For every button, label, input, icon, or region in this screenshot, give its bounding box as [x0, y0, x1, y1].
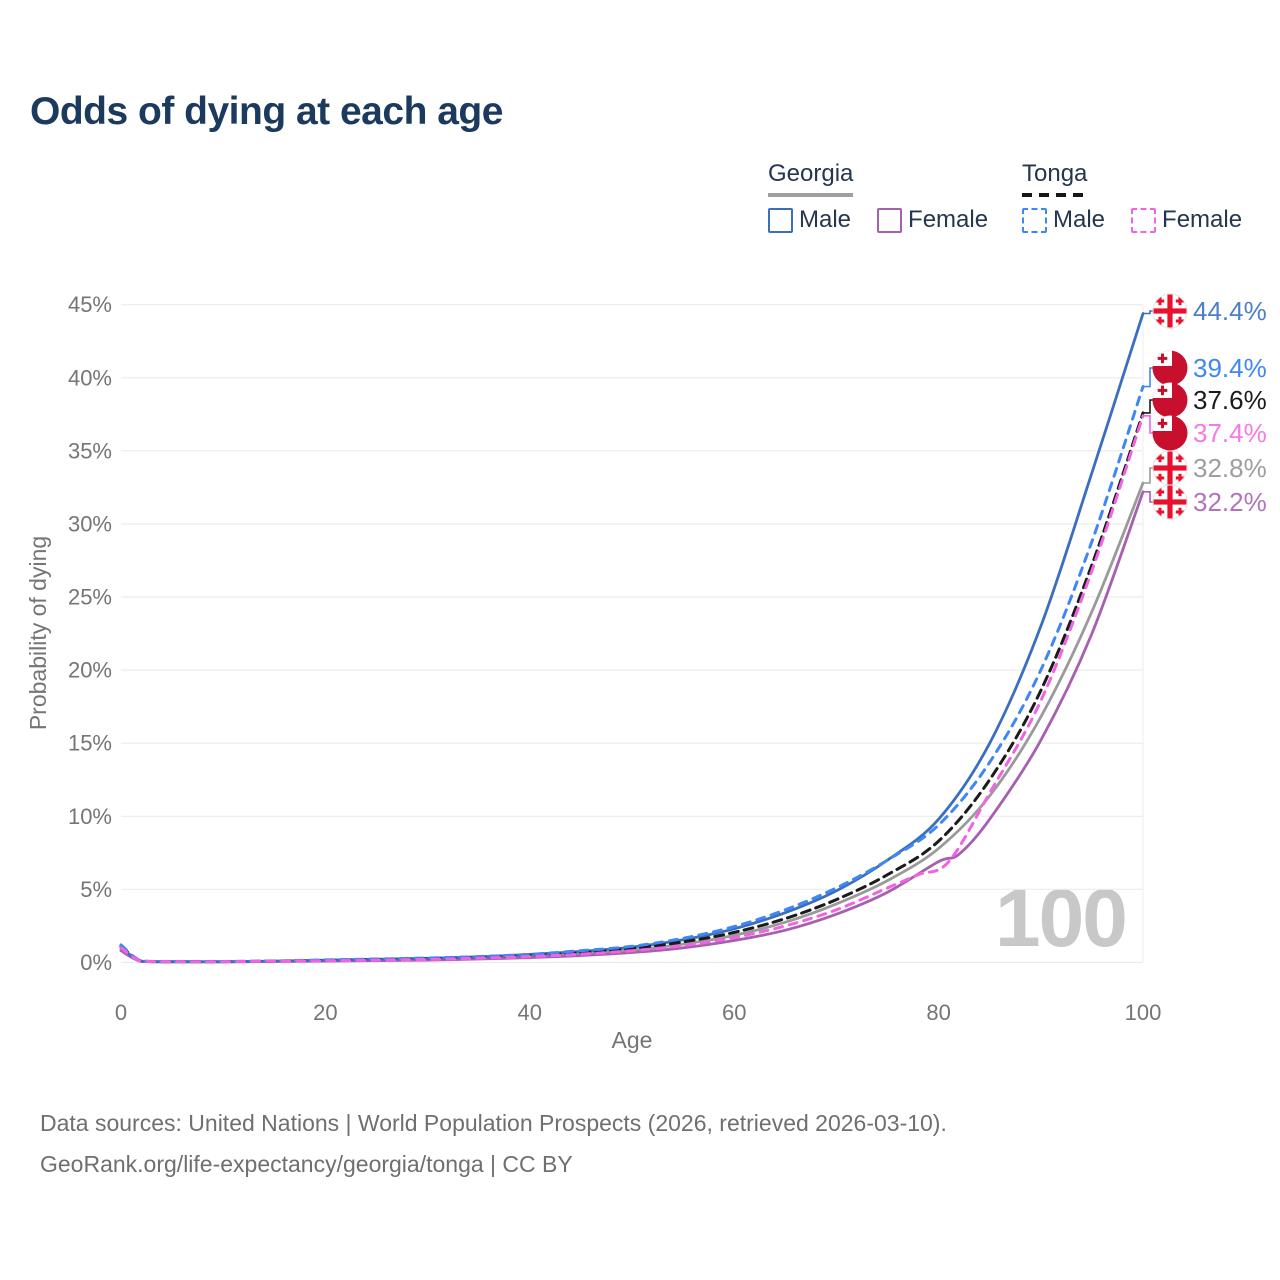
end-label-value: 39.4%: [1193, 352, 1267, 383]
legend-item-label: Male: [1053, 206, 1106, 233]
georgia-flag-icon: [1152, 450, 1188, 486]
legend-item-tonga-male[interactable]: Male: [1022, 206, 1105, 234]
y-axis-tick-label: 30%: [68, 512, 112, 537]
leader-line-georgia-both: [1143, 467, 1154, 484]
end-label-value: 32.8%: [1193, 452, 1267, 483]
end-label-tonga-male: 39.4%: [1152, 349, 1267, 387]
end-label-value: 37.4%: [1193, 417, 1267, 448]
legend-swatch-icon: [768, 207, 793, 233]
x-axis-title: Age: [612, 1027, 653, 1053]
x-axis-tick-label: 60: [722, 1000, 746, 1025]
footer-line-2: GeoRank.org/life-expectancy/georgia/tong…: [40, 1151, 573, 1177]
y-axis-title: Probability of dying: [25, 536, 51, 730]
leader-line-georgia-male: [1143, 310, 1154, 315]
y-axis-tick-label: 40%: [68, 365, 112, 390]
tonga-flag-icon: [1152, 350, 1188, 386]
legend-group-title-georgia[interactable]: Georgia: [768, 160, 854, 197]
hover-age-watermark: 100: [995, 873, 1128, 964]
end-label-georgia-male: 44.4%: [1152, 292, 1267, 330]
legend-item-georgia-female[interactable]: Female: [877, 206, 988, 234]
leader-line-georgia-female: [1143, 491, 1154, 503]
legend-underline-georgia: [768, 193, 854, 197]
end-label-tonga-both: 37.6%: [1152, 381, 1267, 419]
y-axis-tick-label: 10%: [68, 804, 112, 829]
y-axis-tick-label: 15%: [68, 731, 112, 756]
end-label-georgia-both: 32.8%: [1152, 449, 1267, 487]
end-label-value: 44.4%: [1193, 295, 1267, 326]
page-title: Odds of dying at each age: [30, 90, 503, 133]
legend-swatch-icon: [1131, 207, 1157, 233]
georgia-flag-icon: [1152, 484, 1188, 520]
y-axis-tick-label: 35%: [68, 438, 112, 463]
y-axis-tick-label: 25%: [68, 585, 112, 610]
tonga-flag-icon: [1152, 382, 1188, 418]
end-label-value: 32.2%: [1193, 486, 1267, 517]
footer-line-1: Data sources: United Nations | World Pop…: [40, 1110, 947, 1136]
y-axis-tick-label: 5%: [80, 877, 112, 902]
end-label-tonga-female: 37.4%: [1152, 414, 1267, 452]
legend-item-label: Female: [908, 206, 989, 233]
leader-line-tonga-male: [1143, 367, 1154, 388]
legend-item-label: Male: [799, 206, 852, 233]
series-line-tonga-male[interactable]: [119, 385, 1145, 964]
legend-group-georgia: Georgia Male Female: [768, 160, 988, 234]
legend-group-title-tonga[interactable]: Tonga: [1022, 160, 1088, 197]
y-axis-tick-label: 20%: [68, 658, 112, 683]
y-axis-tick-label: 45%: [68, 292, 112, 317]
legend-item-tonga-female[interactable]: Female: [1131, 206, 1242, 234]
x-axis-tick-label: 100: [1125, 1000, 1162, 1025]
series-line-tonga-both[interactable]: [119, 411, 1145, 964]
legend-item-label: Female: [1162, 206, 1243, 233]
legend-swatch-icon: [1022, 207, 1047, 233]
x-axis-tick-label: 20: [313, 1000, 337, 1025]
legend-underline-tonga: [1022, 193, 1088, 197]
chart-canvas[interactable]: 0% 5% 10% 15% 20% 25% 30% 35% 40% 45% 0 20 40 60 80 100…: [0, 0, 1280, 1080]
footer-sources: Data sources: United Nations | World Pop…: [40, 1103, 947, 1185]
series-line-georgia-female[interactable]: [119, 490, 1145, 964]
end-label-value: 37.6%: [1193, 384, 1267, 415]
series-line-georgia-male[interactable]: [119, 312, 1145, 964]
y-axis-tick-label: 0%: [80, 950, 112, 975]
end-label-georgia-female: 32.2%: [1152, 483, 1267, 521]
series-line-georgia-both[interactable]: [119, 481, 1145, 964]
x-axis-tick-label: 80: [926, 1000, 950, 1025]
georgia-flag-icon: [1152, 293, 1188, 329]
legend-item-georgia-male[interactable]: Male: [768, 206, 851, 234]
x-axis-tick-label: 40: [518, 1000, 542, 1025]
leader-line-tonga-both: [1143, 399, 1154, 414]
legend-group-tonga: Tonga Male Female: [1022, 160, 1242, 234]
leader-line-tonga-female: [1143, 415, 1154, 434]
legend-swatch-icon: [877, 207, 903, 233]
series-line-tonga-female[interactable]: [119, 414, 1145, 964]
tonga-flag-icon: [1152, 415, 1188, 451]
x-axis-tick-label: 0: [115, 1000, 127, 1025]
